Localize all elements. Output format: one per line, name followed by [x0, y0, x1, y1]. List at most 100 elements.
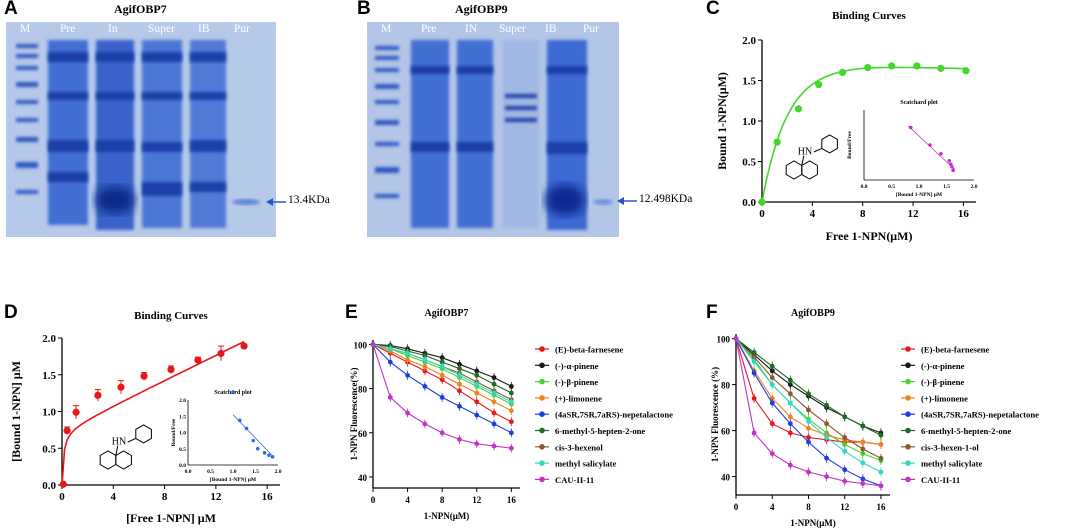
- panel-d-letter: D: [4, 302, 18, 323]
- inset-title: Scatchard plot: [900, 100, 938, 106]
- data-point: [769, 400, 775, 406]
- nh-label: HN: [112, 436, 126, 447]
- legend-label: CAU-II-11: [921, 475, 960, 485]
- phenyl-bond: [127, 437, 136, 443]
- data-point: [457, 381, 462, 387]
- data-point: [824, 421, 829, 427]
- naphthalene-ring-1: [99, 450, 117, 470]
- data-point: [878, 432, 884, 438]
- data-point: [491, 443, 497, 449]
- data-point: [842, 435, 848, 440]
- chart-title: AgifOBP9: [791, 308, 835, 319]
- x-tick-label: 4: [770, 502, 775, 512]
- y-tick-label: 80: [721, 381, 731, 391]
- panel-a: A AgifOBP7 M Pre: [0, 0, 355, 245]
- data-point: [787, 382, 793, 387]
- legend-label: cis-3-hexenol: [555, 442, 603, 452]
- data-point: [387, 395, 393, 400]
- x-tick-label: 0: [59, 491, 65, 503]
- legend-marker: [905, 427, 911, 434]
- data-point: [751, 350, 757, 355]
- legend-marker: [905, 395, 911, 401]
- y-axis-label: Bound 1-NPN(μM): [715, 72, 729, 170]
- nh-bond: [801, 155, 805, 166]
- inset-y-tick-label: 0.0: [179, 463, 186, 469]
- data-point: [860, 446, 866, 452]
- y-tick-label: 80: [358, 385, 368, 395]
- data-point: [860, 460, 866, 466]
- inset-x-label: [Bound 1-NPN] μM: [896, 192, 943, 198]
- data-point: [860, 439, 866, 445]
- legend-marker: [905, 476, 911, 483]
- data-point: [937, 64, 945, 72]
- data-point: [491, 421, 497, 427]
- gel-a-arrow-icon: [266, 198, 286, 206]
- legend-marker: [539, 395, 545, 401]
- inset-x-tick-label: 0.5: [207, 469, 214, 475]
- inset-y-tick-label: 1.0: [179, 431, 186, 437]
- y-tick-label: 0.5: [742, 157, 756, 169]
- phenyl-bond: [813, 147, 822, 153]
- data-point: [864, 63, 872, 72]
- inset-x-tick-label: 2.0: [275, 469, 282, 475]
- y-tick-label: 2.0: [742, 35, 756, 47]
- inset-point: [908, 125, 913, 130]
- data-point: [474, 372, 480, 378]
- data-point: [787, 377, 793, 383]
- legend-label: cis-3-hexen-1-ol: [921, 442, 979, 452]
- data-point: [824, 435, 829, 440]
- data-point: [457, 372, 462, 378]
- panel-b-title: AgifOBP9: [455, 2, 508, 16]
- data-point: [769, 451, 775, 456]
- inset-point: [237, 418, 242, 423]
- legend-marker: [905, 460, 911, 466]
- y-tick-label: 40: [721, 473, 731, 483]
- y-tick-label: 60: [358, 429, 368, 439]
- inset-y-label: Bound/Free: [847, 131, 853, 159]
- chart-f: 0 4 8 12 16 40 60 80 100 AgifOBP9 1-NPN(μM) 1-NPN F…: [710, 308, 1039, 528]
- data-point: [508, 445, 514, 451]
- data-point: [769, 396, 775, 401]
- legend-label: 6-methyl-5-hepten-2-one: [921, 426, 1011, 436]
- data-point: [962, 67, 970, 75]
- data-point: [773, 138, 781, 146]
- gel-b-lane-m: M: [381, 23, 392, 35]
- data-point: [457, 403, 462, 409]
- gel-a-lane-super: Super: [148, 23, 175, 35]
- gel-a-image: [6, 22, 276, 237]
- data-point: [457, 388, 462, 394]
- data-point: [194, 356, 202, 364]
- phenyl-ring: [821, 134, 838, 154]
- gel-b-lane-in: IN: [465, 23, 478, 35]
- data-point: [63, 427, 71, 435]
- data-point: [751, 359, 757, 364]
- data-point: [439, 355, 445, 361]
- data-point: [59, 480, 67, 488]
- data-point: [878, 483, 884, 489]
- x-tick-label: 12: [472, 495, 482, 505]
- chart-title: AgifOBP7: [425, 308, 469, 319]
- inset-x-tick-label: 0.0: [185, 469, 192, 475]
- inset-x-label: [Bound 1-NPN] μM: [210, 477, 257, 483]
- data-point: [72, 408, 80, 416]
- data-point: [422, 421, 428, 427]
- data-point: [860, 481, 866, 486]
- data-point: [806, 407, 811, 413]
- gel-a-lane-pur: Pur: [234, 23, 250, 35]
- y-axis-label: [Bound 1-NPN] μM: [9, 361, 23, 462]
- legend-marker: [539, 378, 545, 385]
- x-tick-label: 4: [111, 491, 117, 503]
- inset-point: [262, 451, 267, 455]
- data-point: [491, 381, 497, 387]
- data-point: [842, 414, 848, 420]
- inset-y-label: Bound/Free: [171, 418, 177, 446]
- x-tick-label: 12: [908, 208, 920, 220]
- legend-marker: [539, 346, 545, 352]
- inset-point: [251, 438, 256, 443]
- data-point: [508, 390, 514, 396]
- data-point: [439, 372, 445, 378]
- legend-label: (-)-β-pinene: [921, 377, 964, 387]
- data-point: [439, 364, 445, 369]
- legend-marker: [539, 476, 545, 483]
- inset-x-tick-label: 1.5: [252, 469, 259, 475]
